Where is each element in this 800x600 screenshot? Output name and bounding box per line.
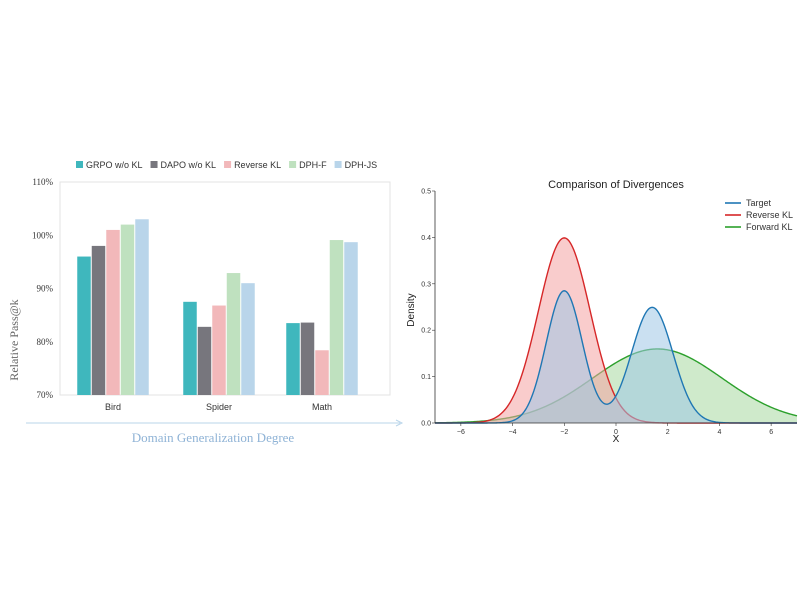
density-x-axis-label: X: [613, 434, 620, 445]
bars: [77, 219, 358, 395]
legend-label: Forward KL: [746, 222, 793, 232]
density-y-ticks: 0.0 0.1 0.2 0.3 0.4 0.5: [421, 189, 435, 428]
bar-bird-2: [91, 245, 106, 395]
legend-label: Reverse KL: [746, 210, 793, 220]
x-axis-arrow-head: [395, 419, 404, 427]
bar-x-ticks: Bird Spider Math: [105, 402, 332, 412]
bar-spider-2: [197, 326, 212, 395]
density-y-tick-label: 0.0: [421, 421, 431, 428]
bar-spider-4: [226, 273, 241, 395]
density-y-tick-label: 0.3: [421, 281, 431, 288]
area-forward-kl: [435, 348, 797, 423]
bar-spider-3: [212, 305, 226, 395]
density-x-tick-label: 0: [614, 429, 618, 436]
bar-spider-5: [241, 283, 255, 395]
density-areas: [434, 237, 798, 424]
density-x-tick-label: 6: [769, 429, 773, 436]
bar-math-3: [315, 350, 329, 395]
legend-label: DPH-JS: [345, 160, 378, 170]
density-y-tick-label: 0.2: [421, 328, 431, 335]
density-y-axis-label: Density: [406, 293, 417, 326]
density-title: Comparison of Divergences: [548, 179, 684, 191]
legend-label: DPH-F: [299, 160, 327, 170]
density-legend: Target Reverse KL Forward KL: [725, 198, 793, 232]
bar-x-tick-label: Bird: [105, 402, 121, 412]
bar-math-4: [329, 240, 344, 395]
bar-y-tick-label: 100%: [32, 230, 54, 240]
legend-label: Target: [746, 198, 772, 208]
density-x-tick-label: −2: [560, 429, 568, 436]
density-x-tick-label: −4: [509, 429, 517, 436]
bar-y-axis-label: Relative Pass@k: [7, 299, 21, 380]
bar-math-5: [344, 242, 358, 395]
density-chart: Comparison of Divergences −6 −4 −2 0 2 4 6 0.0…: [406, 179, 798, 445]
density-x-tick-label: −6: [457, 429, 465, 436]
legend-swatch: [76, 161, 83, 168]
bar-y-ticks: 70% 80% 90% 100% 110%: [32, 177, 54, 400]
density-y-tick-label: 0.4: [421, 235, 431, 242]
bar-math-1: [286, 323, 300, 395]
legend-label: GRPO w/o KL: [86, 160, 143, 170]
legend-swatch: [224, 161, 232, 168]
bar-legend: GRPO w/o KL DAPO w/o KL Reverse KL DPH-F DPH…: [76, 160, 377, 170]
bar-bird-5: [135, 219, 149, 395]
bar-bird-4: [120, 224, 135, 395]
legend-swatch: [334, 161, 342, 168]
area-reverse-kl: [435, 237, 797, 423]
bar-math-2: [300, 322, 315, 395]
bar-spider-1: [183, 301, 197, 395]
legend-swatch: [289, 161, 297, 168]
bar-bird-3: [106, 229, 120, 395]
bar-chart: GRPO w/o KL DAPO w/o KL Reverse KL DPH-F DPH…: [7, 160, 404, 445]
density-y-tick-label: 0.5: [421, 189, 431, 196]
density-x-ticks: −6 −4 −2 0 2 4 6: [457, 423, 773, 436]
bar-y-tick-label: 110%: [32, 177, 53, 187]
density-x-tick-label: 2: [666, 429, 670, 436]
bar-y-tick-label: 70%: [37, 390, 54, 400]
bar-x-axis-label: Domain Generalization Degree: [132, 430, 295, 445]
bar-y-tick-label: 90%: [37, 284, 54, 294]
bar-bird-1: [77, 256, 91, 395]
legend-label: Reverse KL: [234, 160, 281, 170]
density-y-tick-label: 0.1: [421, 374, 431, 381]
legend-label: DAPO w/o KL: [161, 160, 217, 170]
bar-y-tick-label: 80%: [37, 337, 54, 347]
bar-x-tick-label: Spider: [206, 402, 232, 412]
bar-x-tick-label: Math: [312, 402, 332, 412]
density-x-tick-label: 4: [717, 429, 721, 436]
legend-swatch: [150, 161, 158, 168]
